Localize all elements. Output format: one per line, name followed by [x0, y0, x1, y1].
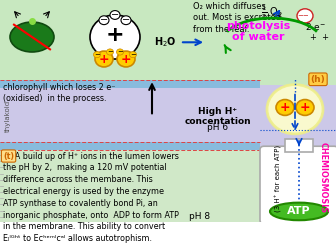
- Text: +  +: + +: [310, 33, 330, 42]
- Text: 2 e$^{-}$: 2 e$^{-}$: [304, 21, 326, 32]
- Circle shape: [90, 15, 140, 59]
- Text: thylakoid: thylakoid: [5, 100, 11, 132]
- Bar: [0, 150, 336, 222]
- Circle shape: [129, 52, 136, 58]
- Ellipse shape: [10, 22, 54, 52]
- FancyBboxPatch shape: [260, 146, 336, 224]
- Text: (h): (h): [310, 75, 325, 84]
- Text: ATP: ATP: [287, 206, 311, 216]
- Ellipse shape: [270, 203, 328, 220]
- Text: (t) A build up of H⁺ ions in the lumen lowers
the pH by 2,  making a 120 mV pote: (t) A build up of H⁺ ions in the lumen l…: [3, 151, 179, 243]
- Text: −: −: [100, 15, 108, 25]
- Circle shape: [95, 51, 113, 67]
- Bar: [285, 139, 313, 151]
- Text: −: −: [117, 49, 123, 55]
- Circle shape: [110, 11, 120, 19]
- Text: of water: of water: [232, 32, 284, 42]
- Text: −: −: [107, 49, 113, 55]
- Text: −−: −−: [297, 13, 309, 19]
- Text: +: +: [99, 52, 109, 66]
- Circle shape: [93, 52, 100, 58]
- Bar: [0, 0, 336, 85]
- Text: H$_2$O: H$_2$O: [154, 35, 176, 49]
- Circle shape: [297, 9, 313, 23]
- Text: −: −: [111, 10, 119, 20]
- Bar: [0, 85, 336, 150]
- Bar: [0, 80, 260, 88]
- Circle shape: [296, 100, 314, 115]
- Text: photolysis: photolysis: [226, 21, 290, 32]
- Text: O₂ which diffuses
out. Most is excreted
from the leaf.: O₂ which diffuses out. Most is excreted …: [193, 2, 281, 34]
- Text: pH 6: pH 6: [207, 123, 228, 132]
- Circle shape: [117, 49, 124, 55]
- Text: −: −: [122, 15, 130, 25]
- Circle shape: [276, 100, 294, 115]
- Text: +: +: [106, 25, 124, 45]
- Circle shape: [121, 16, 131, 25]
- Text: High H⁺
concentation: High H⁺ concentation: [185, 107, 251, 126]
- Circle shape: [107, 49, 114, 55]
- Text: −: −: [130, 52, 136, 58]
- Text: chlorophyll which loses 2 e⁻
(oxidised)  in the process.: chlorophyll which loses 2 e⁻ (oxidised) …: [3, 83, 116, 103]
- Text: $\frac{1}{2}$ O$_2$: $\frac{1}{2}$ O$_2$: [261, 4, 283, 22]
- Text: CHEMIOSMOSIS: CHEMIOSMOSIS: [319, 142, 328, 213]
- Bar: [0, 142, 260, 150]
- Circle shape: [267, 85, 323, 134]
- Text: −: −: [94, 52, 100, 58]
- Text: +: +: [280, 101, 290, 114]
- Text: +: +: [300, 101, 310, 114]
- Text: +: +: [121, 52, 131, 66]
- Text: (3 H⁺ for each ATP): (3 H⁺ for each ATP): [275, 144, 282, 211]
- Circle shape: [117, 51, 135, 67]
- Text: (t): (t): [3, 151, 14, 161]
- Circle shape: [99, 16, 109, 25]
- Text: pH 8: pH 8: [190, 212, 211, 221]
